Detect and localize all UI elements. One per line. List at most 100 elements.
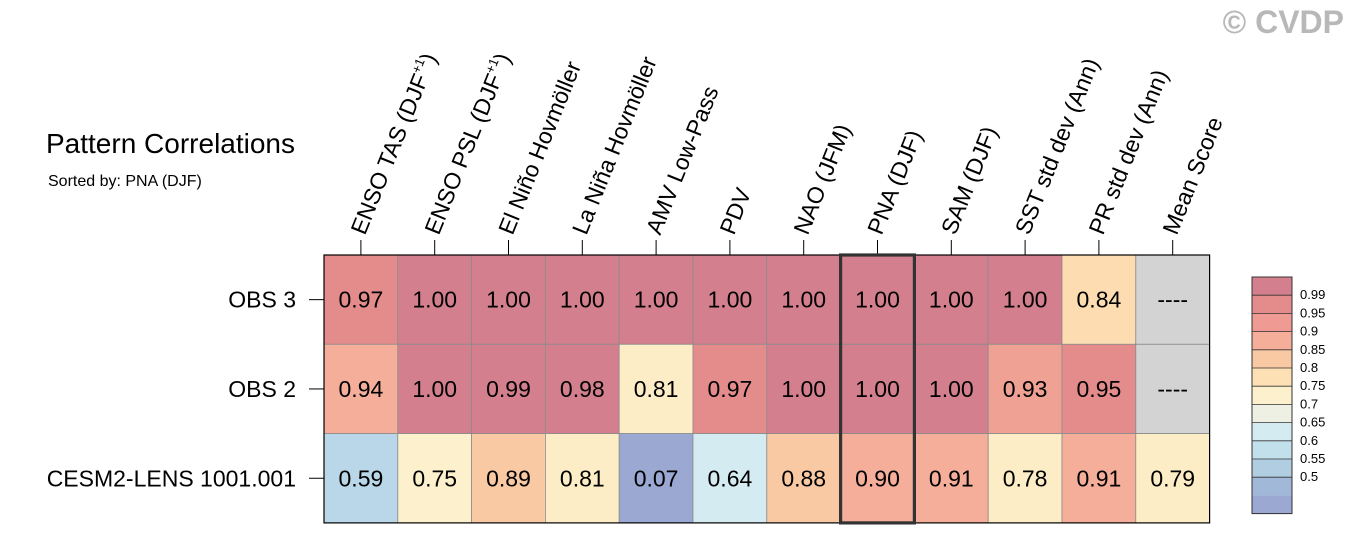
heatmap-cell — [323, 254, 399, 345]
column-label-text: El Niño Hovmöller — [493, 57, 586, 238]
cell-value-label: 1.00 — [412, 376, 457, 402]
heatmap-cell — [545, 254, 620, 345]
colorbar-swatch — [1252, 404, 1292, 423]
cell-value-label: 0.89 — [486, 465, 531, 491]
colorbar-tick-label: 0.7 — [1300, 396, 1318, 411]
colorbar-tick-label: 0.55 — [1300, 451, 1325, 466]
column-label: AMV Low-Pass — [641, 82, 724, 238]
heatmap-cell — [766, 254, 841, 345]
column-label: NAO (JFM) — [788, 120, 856, 238]
cell-value-label: 0.91 — [929, 465, 974, 491]
cell-value-label: 0.81 — [560, 465, 605, 491]
heatmap-cell — [914, 343, 989, 434]
column-label-text: PR std dev (Ann) — [1083, 66, 1173, 238]
colorbar-tick-label: 0.95 — [1300, 305, 1325, 320]
column-label: Mean Score — [1157, 113, 1228, 238]
row-labels: OBS 3 OBS 2 CESM2-LENS 1001.001 — [47, 287, 324, 491]
column-label-text: NAO (JFM) — [788, 120, 856, 238]
heatmap-cell — [1135, 433, 1211, 524]
row-label: OBS 2 — [228, 376, 296, 402]
cell-value-label: 0.75 — [412, 465, 457, 491]
column-label-text: PDV — [714, 184, 756, 238]
heatmap-cell — [471, 343, 546, 434]
colorbar-swatch — [1252, 295, 1292, 314]
column-label-superscript: +1 — [408, 56, 427, 75]
cell-value-label: 1.00 — [708, 287, 753, 313]
colorbar-tick-label: 0.6 — [1300, 433, 1318, 448]
column-headers: ENSO TAS (DJF+1)ENSO PSL (DJF+1)El Niño … — [345, 49, 1228, 255]
heatmap-cell — [545, 343, 620, 434]
heatmap-cell — [618, 254, 694, 345]
column-label-superscript: +1 — [482, 56, 501, 75]
column-label-text: PNA (DJF) — [862, 126, 927, 238]
chart-subtitle: Sorted by: PNA (DJF) — [48, 173, 202, 190]
cell-value-label: 0.64 — [708, 465, 753, 491]
colorbar-swatch — [1252, 368, 1292, 387]
heatmap-cell — [987, 343, 1063, 434]
cell-value-label: 1.00 — [486, 287, 531, 313]
heatmap-cell — [692, 254, 768, 345]
cell-value-label: 0.94 — [339, 376, 384, 402]
cell-value-label: 1.00 — [560, 287, 605, 313]
heatmap-cell — [1135, 254, 1211, 345]
row-label: CESM2-LENS 1001.001 — [47, 465, 296, 491]
cell-value-label: 1.00 — [1003, 287, 1048, 313]
cell-value-label: 0.81 — [634, 376, 679, 402]
column-label: PNA (DJF) — [862, 126, 927, 238]
colorbar-tick-label: 0.8 — [1300, 360, 1318, 375]
column-label-text: ENSO TAS (DJF — [345, 70, 433, 238]
row-label: OBS 3 — [228, 287, 296, 313]
colorbar-frame — [1251, 276, 1293, 515]
column-label: PDV — [714, 184, 756, 238]
column-label-text: SAM (DJF) — [936, 123, 1003, 238]
cell-value-label: 0.99 — [486, 376, 531, 402]
cell-value-label: 0.88 — [781, 465, 826, 491]
heatmap-cell — [914, 433, 989, 524]
colorbar-swatch — [1252, 440, 1292, 459]
colorbar-swatch — [1252, 313, 1292, 332]
column-label: SAM (DJF) — [936, 123, 1003, 238]
cell-value-label: 1.00 — [781, 376, 826, 402]
cell-value-label: 1.00 — [929, 287, 974, 313]
colorbar-swatch — [1252, 477, 1292, 496]
cell-value-label: 0.84 — [1077, 287, 1122, 313]
colorbar-swatch — [1252, 349, 1292, 368]
colorbar-tick-label: 0.75 — [1300, 378, 1325, 393]
colorbar-swatch — [1252, 459, 1292, 478]
cell-value-label: 0.97 — [708, 376, 753, 402]
cell-value-label: 0.93 — [1003, 376, 1048, 402]
column-label-text: ENSO PSL (DJF — [419, 70, 507, 238]
heatmap-cell — [323, 343, 399, 434]
cell-value-label: 0.98 — [560, 376, 605, 402]
heatmap-cell — [692, 433, 768, 524]
cell-value-label: ---- — [1157, 287, 1188, 313]
cell-value-label: 0.78 — [1003, 465, 1048, 491]
heatmap-cells: 0.97 1.00 1.00 1.00 1.00 1.00 1.00 1.00 1.00 1.00… — [323, 253, 1211, 525]
heatmap-cell — [323, 433, 399, 524]
heatmap-cell — [471, 433, 546, 524]
heatmap-cell — [397, 343, 472, 434]
heatmap-cell — [692, 343, 768, 434]
watermark: © CVDP — [1222, 4, 1344, 40]
highlight-box — [838, 253, 916, 525]
heatmap-cell — [766, 343, 841, 434]
cell-value-label: 1.00 — [855, 287, 900, 313]
heatmap-cell — [987, 254, 1063, 345]
cell-value-label: 0.59 — [339, 465, 384, 491]
column-label-text: AMV Low-Pass — [641, 82, 724, 238]
colorbar-swatch — [1252, 277, 1292, 296]
colorbar-tick-label: 0.9 — [1300, 324, 1318, 339]
colorbar-tick-label: 0.99 — [1300, 287, 1325, 302]
heatmap-cell — [1061, 343, 1137, 434]
colorbar-swatch — [1252, 422, 1292, 441]
column-label: PR std dev (Ann) — [1083, 66, 1173, 238]
cell-value-label: 0.07 — [634, 465, 679, 491]
column-label: El Niño Hovmöller — [493, 57, 586, 238]
grid-frame — [323, 254, 1211, 524]
colorbar: 0.99 0.95 0.9 0.85 0.8 0.75 0.7 0.65 0.6 0.55 0.5 — [1251, 276, 1325, 515]
heatmap-cell — [545, 433, 620, 524]
cell-value-label: 1.00 — [929, 376, 974, 402]
colorbar-tick-label: 0.5 — [1300, 469, 1318, 484]
cell-value-label: 0.95 — [1077, 376, 1122, 402]
